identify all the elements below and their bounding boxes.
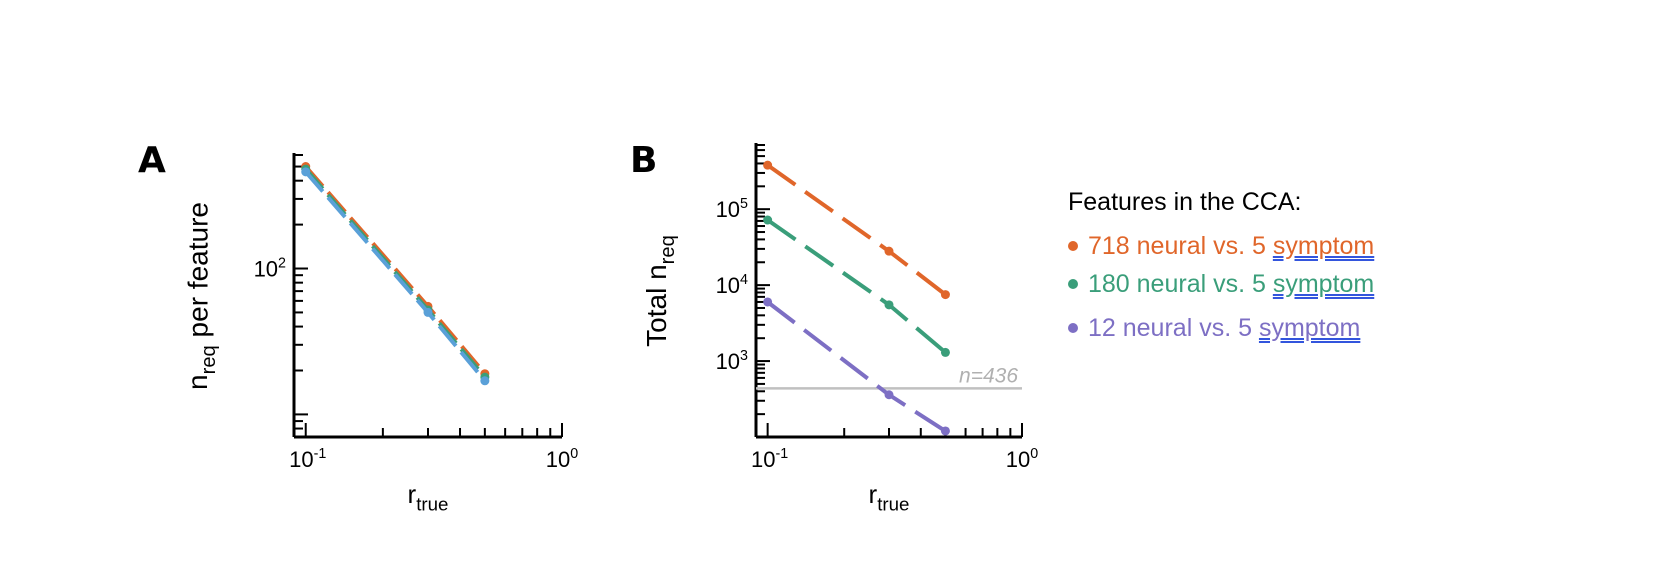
x-axis-label-b: rtrue <box>869 479 910 514</box>
legend-text-180: 180 neural vs. 5 <box>1088 269 1273 298</box>
series-line-b-0 <box>766 163 947 297</box>
legend-label-180: 180 neural vs. 5 symptom <box>1088 270 1374 299</box>
x-axis-label-a: rtrue <box>408 479 449 514</box>
data-point-b-1-1 <box>884 300 894 310</box>
legend-sym-12: symptom <box>1258 313 1361 342</box>
panel-a-letter: A <box>138 140 166 181</box>
legend-item-180: 180 neural vs. 5 symptom <box>1068 267 1374 301</box>
legend-dot-12 <box>1068 323 1078 333</box>
legend-text-12: 12 neural vs. 5 <box>1088 313 1259 342</box>
data-point-b-1-2 <box>940 347 950 357</box>
data-point-b-0-0 <box>763 160 773 170</box>
data-point-b-2-1 <box>884 390 894 400</box>
y-tick-label-b: 105 <box>716 196 748 222</box>
legend-title: Features in the CCA: <box>1068 188 1302 216</box>
y-tick-label-b: 104 <box>716 272 748 298</box>
data-point-b-0-2 <box>940 290 950 300</box>
panel-b-letter: B <box>630 140 658 181</box>
x-tick-label-b: 100 <box>1006 446 1038 472</box>
data-point-a-2-2 <box>480 376 490 386</box>
series-line-a-2 <box>304 170 487 383</box>
y-axis-label-b: Total nreq <box>641 235 679 347</box>
legend-sym-180: symptom <box>1272 269 1375 298</box>
data-point-b-2-2 <box>940 426 950 436</box>
data-point-a-2-0 <box>301 167 311 177</box>
legend-sym-718: symptom <box>1272 231 1375 260</box>
y-tick-label-a: 102 <box>254 255 286 281</box>
y-axis-label-a: nreq per feature <box>182 202 220 390</box>
series-line-b-2 <box>766 300 947 433</box>
y-tick-label-b: 103 <box>716 348 748 374</box>
legend-label-718: 718 neural vs. 5 symptom <box>1088 232 1374 261</box>
data-point-b-0-1 <box>884 246 894 256</box>
legend: Features in the CCA: 718 neural vs. 5 sy… <box>1068 188 1374 349</box>
data-point-b-2-0 <box>763 297 773 307</box>
legend-dot-718 <box>1068 241 1078 251</box>
data-point-a-2-1 <box>423 307 433 317</box>
x-tick-label-a: 100 <box>546 446 578 472</box>
series-line-b-1 <box>766 218 947 354</box>
legend-text-718: 718 neural vs. 5 <box>1088 231 1273 260</box>
legend-item-12: 12 neural vs. 5 symptom <box>1068 311 1374 345</box>
reference-label-b: n=436 <box>959 364 1018 387</box>
legend-label-12: 12 neural vs. 5 symptom <box>1088 314 1360 343</box>
x-tick-label-b: 10-1 <box>751 446 788 472</box>
legend-item-718: 718 neural vs. 5 symptom <box>1068 229 1374 263</box>
legend-dot-180 <box>1068 279 1078 289</box>
x-tick-label-a: 10-1 <box>289 446 326 472</box>
data-point-b-1-0 <box>763 215 773 225</box>
